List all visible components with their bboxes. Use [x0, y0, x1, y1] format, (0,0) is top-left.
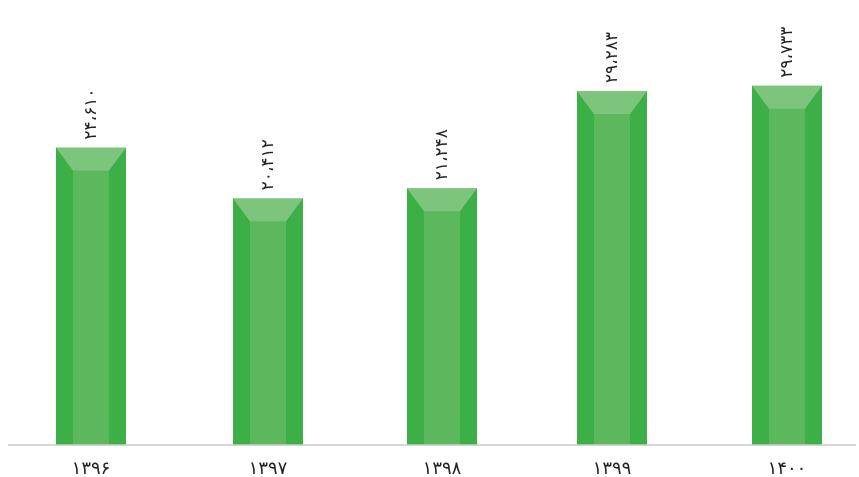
- bar-front-face: [769, 108, 805, 445]
- x-tick-label: ۱۳۹۸: [423, 458, 462, 477]
- bar-top-bevel: [752, 85, 822, 109]
- bar-front-face: [250, 221, 286, 445]
- data-label: ۲۹،۷۳۳: [777, 27, 797, 78]
- x-tick-label: ۱۴۰۰: [768, 458, 807, 477]
- bar-front-face: [424, 211, 460, 445]
- data-label: ۲۴،۶۱۰: [81, 88, 101, 139]
- bar: [56, 147, 126, 446]
- x-tick-label: ۱۳۹۹: [593, 458, 632, 477]
- x-tick-label: ۱۳۹۷: [249, 458, 288, 477]
- bars-group: [56, 85, 822, 446]
- bar: [577, 91, 647, 445]
- bar-front-face: [594, 114, 630, 445]
- x-tick-label: ۱۳۹۶: [72, 458, 111, 477]
- bar-top-bevel: [233, 198, 303, 222]
- bar-top-bevel: [407, 188, 477, 212]
- bar: [407, 188, 477, 445]
- bar: [233, 198, 303, 445]
- bar: [752, 85, 822, 445]
- x-tick-labels: ۱۳۹۶ ۱۳۹۷ ۱۳۹۸ ۱۳۹۹ ۱۴۰۰: [72, 458, 807, 477]
- bar-top-bevel: [577, 91, 647, 115]
- data-label: ۲۹،۲۸۳: [602, 32, 622, 83]
- data-labels: ۲۴،۶۱۰ ۲۰،۴۱۲ ۲۱،۲۴۸ ۲۹،۲۸۳ ۲۹،۷۳۳: [81, 27, 797, 191]
- bar-top-bevel: [56, 147, 126, 171]
- data-label: ۲۱،۲۴۸: [432, 129, 452, 180]
- bar-front-face: [73, 170, 109, 446]
- data-label: ۲۰،۴۱۲: [258, 139, 278, 190]
